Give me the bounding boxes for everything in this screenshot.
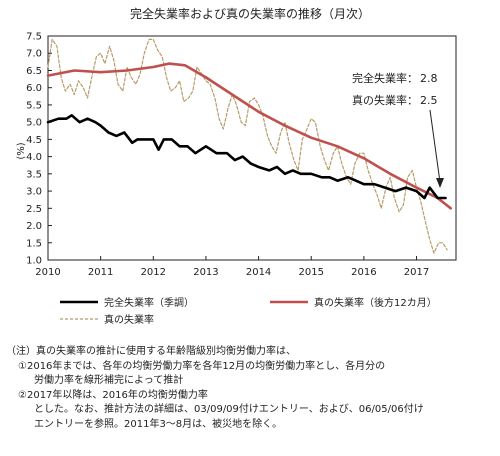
y-tick-label: 3.5 [26, 169, 42, 180]
y-tick-label: 6.0 [26, 83, 42, 94]
annotation-value: 2.5 [420, 94, 438, 107]
y-tick-label: 5.0 [26, 118, 42, 129]
y-tick-label: 4.0 [26, 152, 42, 163]
plot-frame [47, 35, 457, 261]
x-tick-label: 2017 [404, 267, 429, 278]
axes: 7.5 7.0 6.5 6.0 5.5 5.0 4.5 4.0 3.5 3.0 2.5 2.0 1.5 1… [26, 32, 457, 278]
chart-title: 完全失業率および真の失業率の推移（月次） [130, 6, 370, 21]
x-tick-label: 2014 [246, 267, 271, 278]
y-tick-label: 3.0 [26, 187, 42, 198]
y-axis-unit-label: (%) [16, 142, 27, 159]
series-line-1 [46, 114, 447, 200]
series-layer [46, 38, 453, 254]
x-tick-label: 2012 [141, 267, 166, 278]
y-tick-label: 1.5 [26, 238, 42, 249]
x-tick-label: 2011 [88, 267, 113, 278]
annotation-label: 完全失業率： [352, 71, 418, 85]
y-tick-label: 5.5 [26, 100, 42, 111]
note-line: ①2016年までは、各年の均衡労働力率を各年12月の均衡労働力率とし、各月分の [18, 360, 386, 372]
legend-label: 真の失業率（後方12カ月） [314, 296, 437, 309]
footnotes: （注）真の失業率の推計に使用する年齢階級別均衡労働力率は、 ①2016年までは、… [6, 345, 496, 432]
annotation-value: 2.8 [420, 72, 438, 85]
y-tick-label: 4.5 [26, 135, 42, 146]
y-tick-label: 1.0 [26, 256, 42, 267]
x-tick-label: 2013 [193, 267, 218, 278]
note-line: （注）真の失業率の推計に使用する年齢階級別均衡労働力率は、 [6, 346, 296, 357]
note-line: エントリーを参照。2011年3～8月は、被災地を除く。 [34, 418, 283, 430]
y-tick-label: 2.0 [26, 221, 42, 232]
legend-label: 真の失業率 [104, 313, 154, 326]
x-tick-label: 2015 [298, 267, 323, 278]
series-line-2 [46, 62, 453, 210]
note-line: 労働力率を線形補完によって推計 [34, 375, 184, 386]
annotation-arrowhead [436, 178, 444, 188]
note-line: とした。なお、推計方法の詳細は、03/09/09付けエントリー、および、06/0… [34, 404, 424, 415]
series-line-3 [47, 38, 448, 254]
x-tick-label: 2010 [35, 267, 60, 278]
annotation-arrow [429, 109, 441, 183]
y-tick-label: 7.5 [26, 32, 42, 43]
legend: 完全失業率（季調） 真の失業率（後方12カ月） 真の失業率 [60, 296, 437, 326]
unemployment-chart: 完全失業率および真の失業率の推移（月次） (%) 7.5 7.0 6.5 6.0 5.5… [16, 6, 457, 326]
y-tick-label: 2.5 [26, 204, 42, 215]
annotation-label: 真の失業率： [352, 93, 418, 107]
legend-label: 完全失業率（季調） [104, 296, 194, 309]
y-tick-label: 6.5 [26, 66, 42, 77]
note-line: ②2017年以降は、2016年の均衡労働力率 [18, 389, 208, 401]
x-tick-label: 2016 [351, 267, 376, 278]
y-tick-label: 7.0 [26, 49, 42, 60]
